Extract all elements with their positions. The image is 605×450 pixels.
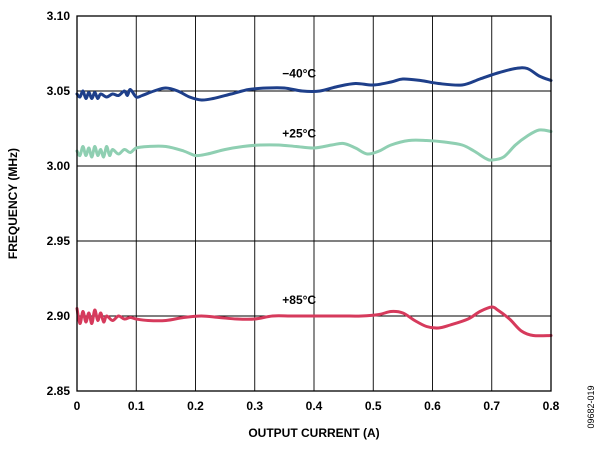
series-line-0 — [75, 66, 553, 102]
y-tick-label: 2.85 — [47, 384, 71, 398]
y-tick-label: 3.05 — [47, 84, 71, 98]
x-tick-label: 0.4 — [306, 399, 323, 413]
series-line-2 — [75, 305, 553, 338]
x-tick-label: 0.5 — [365, 399, 382, 413]
series-line-1 — [75, 128, 553, 162]
y-tick-label: 2.90 — [47, 309, 71, 323]
series-lines — [75, 66, 553, 338]
x-tick-labels: 0 0.1 0.2 0.3 0.4 0.5 0.6 0.7 0.8 — [74, 399, 560, 413]
series-label-2: +85°C — [282, 293, 316, 307]
x-tick-label: 0.3 — [246, 399, 263, 413]
figure-id: 09682-019 — [586, 385, 596, 428]
y-tick-label: 2.95 — [47, 234, 71, 248]
y-tick-label: 3.00 — [47, 159, 71, 173]
x-tick-label: 0 — [74, 399, 81, 413]
plot-frame — [76, 15, 552, 392]
x-tick-label: 0.7 — [483, 399, 500, 413]
y-tick-label: 3.10 — [47, 9, 71, 23]
y-tick-labels: 2.85 2.90 2.95 3.00 3.05 3.10 — [47, 9, 71, 398]
series-label-1: +25°C — [282, 127, 316, 141]
y-axis-title: FREQUENCY (MHz) — [6, 148, 20, 259]
x-tick-label: 0.6 — [424, 399, 441, 413]
x-tick-label: 0.1 — [128, 399, 145, 413]
series-label-0: −40°C — [282, 67, 316, 81]
x-tick-label: 0.2 — [187, 399, 204, 413]
x-axis-title: OUTPUT CURRENT (A) — [248, 426, 379, 440]
x-tick-label: 0.8 — [543, 399, 560, 413]
series-annotations: −40°C +25°C +85°C — [282, 67, 316, 308]
